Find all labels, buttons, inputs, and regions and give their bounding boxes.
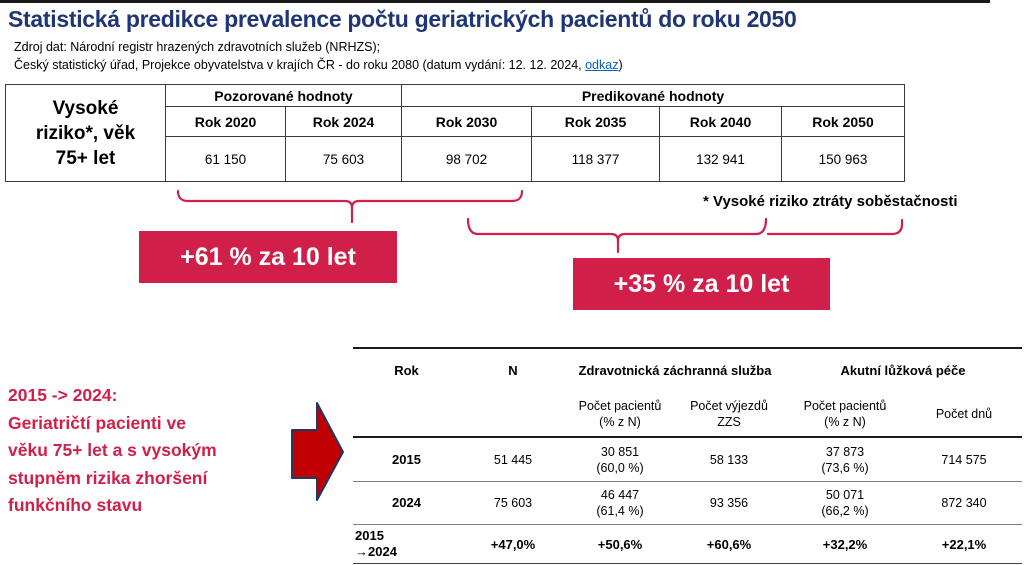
value-cell: 98 702: [401, 136, 532, 182]
group-header-alp: Akutní lůžková péče: [784, 347, 1022, 392]
subheader-line: ZZS: [717, 415, 741, 429]
bracket-35-percent: [466, 217, 904, 254]
zzs-trips-cell: 58 133: [674, 437, 784, 482]
zzs-table-container: Rok N Zdravotnická záchranná služba Akut…: [353, 347, 1022, 564]
year-header: Rok 2030: [401, 106, 532, 137]
n-cell: 75 603: [460, 481, 566, 525]
row-label-line: riziko*, věk: [35, 122, 136, 144]
change-label-line: 2015: [355, 528, 384, 543]
group-header-alp-text: Akutní lůžková péče: [840, 362, 966, 378]
subheader-empty: [353, 392, 460, 438]
change-days-cell: +22,1%: [906, 524, 1022, 564]
change-label-line: →2024: [355, 544, 397, 559]
year-header: Rok 2050: [781, 106, 905, 137]
subheader-pocet-dnu: Počet dnů: [906, 392, 1022, 438]
value-cell: 118 377: [531, 136, 660, 182]
value-line: 30 851: [600, 444, 640, 459]
change-zzs-patients-cell: +50,6%: [566, 524, 674, 564]
bracket-61-percent: [176, 189, 524, 224]
change-alp-patients-cell: +32,2%: [784, 524, 906, 564]
subheader-line: Počet výjezdů: [690, 399, 768, 413]
row-label-line: 75+ let: [55, 147, 116, 169]
year-header: Rok 2024: [285, 106, 402, 137]
prediction-row-label: Vysoké riziko*, věk 75+ let: [5, 84, 166, 182]
left-note-line: věku 75+ let a s vysokým: [8, 440, 217, 460]
days-cell: 872 340: [906, 481, 1022, 525]
zzs-patients-cell: 30 851 (60,0 %): [566, 437, 674, 482]
days-cell: 714 575: [906, 437, 1022, 482]
source-line-1: Zdroj dat: Národní registr hrazených zdr…: [14, 40, 381, 54]
left-note: 2015 -> 2024: Geriatričtí pacienti ve vě…: [8, 382, 308, 520]
subheader-line: Počet pacientů: [578, 399, 662, 413]
subheader-pocet-pacientu-alp: Počet pacientů (% z N): [784, 392, 906, 438]
top-divider: [0, 0, 990, 3]
subheader-line: (% z N): [824, 415, 866, 429]
group-header-observed: Pozorované hodnoty: [165, 84, 402, 107]
subheader-pocet-vyjezdu: Počet výjezdů ZZS: [674, 392, 784, 438]
page-title: Statistická predikce prevalence počtu ge…: [8, 6, 797, 32]
year-cell: 2024: [353, 481, 460, 525]
group-header-zzs: Zdravotnická záchranná služba: [566, 347, 784, 392]
change-n-cell: +47,0%: [460, 524, 566, 564]
value-cell: 75 603: [285, 136, 402, 182]
odkaz-link[interactable]: odkaz: [585, 58, 619, 72]
row-label-line: Vysoké: [52, 97, 119, 119]
subheader-line: Počet dnů: [935, 407, 993, 421]
value-cell: 61 150: [165, 136, 286, 182]
alp-patients-cell: 37 873 (73,6 %): [784, 437, 906, 482]
value-cell: 150 963: [781, 136, 905, 182]
subheader-empty: [460, 392, 566, 438]
left-note-line: stupněm rizika zhoršení: [8, 467, 208, 488]
zzs-table: Rok N Zdravotnická záchranná služba Akut…: [353, 347, 1022, 564]
year-header: Rok 2035: [531, 106, 660, 137]
right-arrow-icon: [291, 402, 344, 501]
group-header-predicted: Predikované hodnoty: [401, 84, 905, 107]
left-note-line: funkčního stavu: [8, 495, 143, 515]
callout-plus35: +35 % za 10 let: [573, 258, 830, 310]
change-row-label: 2015 →2024: [353, 524, 460, 564]
table-row-change: 2015 →2024 +47,0% +50,6% +60,6% +32,2% +…: [353, 524, 1022, 564]
zzs-patients-cell: 46 447 (61,4 %): [566, 481, 674, 525]
prediction-table: Vysoké riziko*, věk 75+ let Pozorované h…: [5, 84, 905, 182]
source-line-2: Český statistický úřad, Projekce obyvate…: [14, 58, 1004, 72]
subheader-line: (% z N): [599, 415, 641, 429]
table-row-2015: 2015 51 445 30 851 (60,0 %) 58 133 37 87…: [353, 437, 1022, 482]
callout-plus61: +61 % za 10 let: [139, 231, 397, 283]
source-line-2-text: Český statistický úřad, Projekce obyvate…: [14, 58, 586, 72]
year-header: Rok 2020: [165, 106, 286, 137]
change-zzs-trips-cell: +60,6%: [674, 524, 784, 564]
n-cell: 51 445: [460, 437, 566, 482]
alp-patients-cell: 50 071 (66,2 %): [784, 481, 906, 525]
value-line: 46 447: [600, 488, 640, 502]
pct-line: (73,6 %): [821, 460, 869, 475]
year-cell: 2015: [353, 437, 460, 482]
value-line: 37 873: [825, 444, 865, 459]
col-header-rok: Rok: [353, 347, 460, 392]
year-header: Rok 2040: [659, 106, 782, 137]
value-line: 50 071: [825, 488, 865, 502]
col-header-n: N: [460, 347, 566, 392]
left-note-line: Geriatričtí pacienti ve: [8, 412, 186, 433]
subheader-line: Počet pacientů: [803, 399, 887, 413]
subheader-pocet-pacientu-zzs: Počet pacientů (% z N): [566, 392, 674, 438]
pct-line: (66,2 %): [821, 504, 869, 518]
pct-line: (60,0 %): [596, 460, 644, 475]
table-row-2024: 2024 75 603 46 447 (61,4 %) 93 356 50 07…: [353, 481, 1022, 525]
source-line-2-suffix: ): [618, 58, 623, 72]
footnote-high-risk: * Vysoké riziko ztráty soběstačnosti: [703, 193, 958, 210]
zzs-trips-cell: 93 356: [674, 481, 784, 525]
pct-line: (61,4 %): [596, 504, 644, 518]
value-cell: 132 941: [659, 136, 782, 182]
left-note-line: 2015 -> 2024:: [8, 385, 118, 405]
